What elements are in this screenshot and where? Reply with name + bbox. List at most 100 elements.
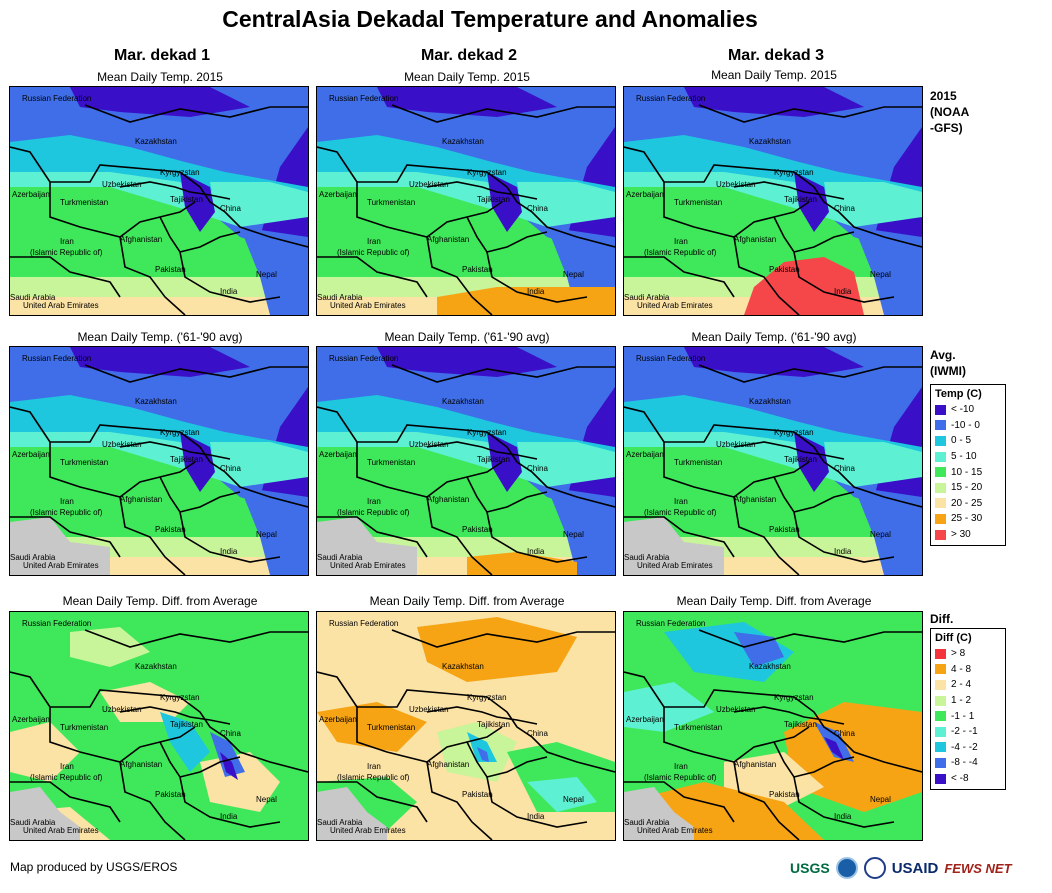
map-subtitle: Mean Daily Temp. ('61-'90 avg) xyxy=(77,330,243,344)
no-data-zone xyxy=(317,517,417,575)
temp-zone xyxy=(10,432,308,537)
agency-logos: USGS USAID FEWS NET xyxy=(790,852,1045,884)
place-label: Nepal xyxy=(563,270,584,279)
place-label: Tajikistan xyxy=(170,455,203,464)
place-label: Nepal xyxy=(563,795,584,804)
diff-legend-item: > 8 xyxy=(935,646,1001,662)
temp-zone xyxy=(624,135,922,197)
column-header-dekad-1: Mar. dekad 1 xyxy=(113,47,211,64)
place-label: Kazakhstan xyxy=(749,397,791,406)
country-border xyxy=(698,364,922,383)
place-label: Afghanistan xyxy=(120,495,162,504)
temp-legend-label: > 30 xyxy=(951,529,971,541)
place-label: Turkmenistan xyxy=(60,198,108,207)
temp-zone xyxy=(180,432,215,492)
temp-zone xyxy=(240,227,308,315)
place-label: India xyxy=(220,547,238,556)
diff-zone xyxy=(10,722,80,782)
temp-zone xyxy=(517,182,615,222)
country-border xyxy=(317,781,428,823)
map-canvas: Russian Federation Kazakhstan Uzbekistan Ky… xyxy=(317,87,615,315)
place-label: Afghanistan xyxy=(120,235,162,244)
place-label: India xyxy=(220,287,238,296)
map-subtitle: Mean Daily Temp. ('61-'90 avg) xyxy=(384,330,550,344)
place-label: India xyxy=(834,547,852,556)
place-label: Azerbaijan xyxy=(12,715,50,724)
temp-zone xyxy=(180,172,215,232)
place-label: Saudi Arabia xyxy=(624,293,670,302)
country-border xyxy=(466,741,548,778)
country-border xyxy=(119,236,186,315)
place-label: Kyrgyzstan xyxy=(160,168,200,177)
diff-legend-label: -4 - -2 xyxy=(951,741,978,753)
place-label: Saudi Arabia xyxy=(624,818,670,827)
diff-legend-item: 4 - 8 xyxy=(935,662,1001,678)
temp-legend-item: > 30 xyxy=(935,527,1001,543)
temp-zone xyxy=(210,442,308,482)
place-label: Uzbekistan xyxy=(409,705,449,714)
country-border xyxy=(698,104,922,123)
map-subtitle: Mean Daily Temp. 2015 xyxy=(97,70,223,84)
place-label: Iran xyxy=(60,762,74,771)
place-label: Russian Federation xyxy=(329,619,398,628)
place-label: China xyxy=(834,204,855,213)
place-label: Azerbaijan xyxy=(12,450,50,459)
country-border xyxy=(119,441,231,460)
temp-zone xyxy=(10,172,308,277)
place-label: (Islamic Republic of) xyxy=(337,248,410,257)
temp-zone xyxy=(794,432,829,492)
temp-legend-swatch xyxy=(935,529,946,540)
diff-zone xyxy=(210,732,245,777)
place-label: Kyrgyzstan xyxy=(467,693,507,702)
place-label: Saudi Arabia xyxy=(10,553,56,562)
temp-zone xyxy=(487,432,522,492)
place-label: Iran xyxy=(674,762,688,771)
country-border xyxy=(119,706,231,725)
country-border xyxy=(426,496,493,575)
place-label: Kyrgyzstan xyxy=(160,428,200,437)
country-border xyxy=(773,216,855,253)
temp-legend-swatch xyxy=(935,420,946,431)
place-label: Saudi Arabia xyxy=(317,293,363,302)
place-label: Iran xyxy=(60,237,74,246)
place-label: Azerbaijan xyxy=(12,190,50,199)
temp-zone xyxy=(684,347,864,377)
place-label: Turkmenistan xyxy=(367,198,415,207)
country-border xyxy=(793,251,895,303)
place-label: Tajikistan xyxy=(170,720,203,729)
temp-legend-label: 20 - 25 xyxy=(951,497,983,509)
temp-zone xyxy=(377,87,557,117)
place-label: Kyrgyzstan xyxy=(467,168,507,177)
country-border xyxy=(426,181,538,200)
map-subtitle: Mean Daily Temp. ('61-'90 avg) xyxy=(691,330,857,344)
map-diff-dekad-1: Russian Federation Kazakhstan Uzbekistan Ky… xyxy=(9,611,309,841)
place-label: Russian Federation xyxy=(22,619,91,628)
temp-zone xyxy=(624,172,922,277)
place-label: Saudi Arabia xyxy=(624,553,670,562)
country-border xyxy=(733,761,800,840)
place-label: Tajikistan xyxy=(784,455,817,464)
place-label: Kyrgyzstan xyxy=(774,428,814,437)
diff-legend-label: 2 - 4 xyxy=(951,679,972,691)
temp-legend-item: 10 - 15 xyxy=(935,464,1001,480)
place-label: Uzbekistan xyxy=(716,440,756,449)
place-label: Uzbekistan xyxy=(716,705,756,714)
country-border xyxy=(317,671,358,708)
diff-zone xyxy=(220,752,238,780)
place-label: (Islamic Republic of) xyxy=(30,773,103,782)
place-label: Pakistan xyxy=(769,790,800,799)
country-border xyxy=(391,104,615,123)
country-border xyxy=(793,776,895,828)
diff-legend-item: -8 - -4 xyxy=(935,755,1001,771)
place-label: United Arab Emirates xyxy=(637,301,713,310)
country-border xyxy=(426,441,538,460)
country-border xyxy=(466,216,548,253)
country-border xyxy=(84,104,308,123)
country-border xyxy=(773,741,855,778)
place-label: Russian Federation xyxy=(22,354,91,363)
temp-legend-swatch xyxy=(935,482,946,493)
temp-zone xyxy=(210,182,308,222)
place-label: Nepal xyxy=(870,795,891,804)
country-border xyxy=(698,629,922,648)
map-subtitle: Mean Daily Temp. Diff. from Average xyxy=(62,594,258,608)
